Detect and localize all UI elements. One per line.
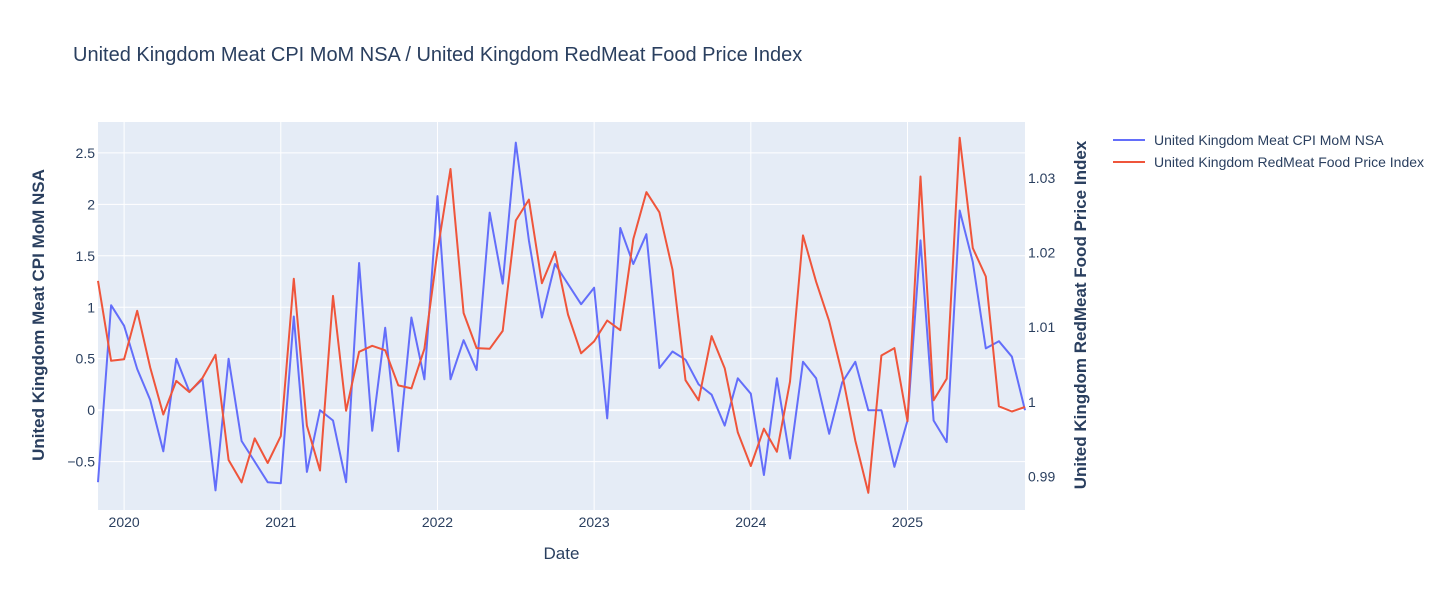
y-tick-labels: 2.5 2 1.5 1 0.5 0 −0.5	[67, 145, 95, 470]
legend-label-redmeat-index: United Kingdom RedMeat Food Price Index	[1154, 154, 1424, 170]
legend-item-redmeat-index[interactable]: United Kingdom RedMeat Food Price Index	[1113, 154, 1424, 170]
y2-tick-label: 1.02	[1028, 245, 1055, 261]
y2-tick-label: 1	[1028, 394, 1036, 410]
legend-item-meat-cpi[interactable]: United Kingdom Meat CPI MoM NSA	[1113, 132, 1384, 148]
y-tick-label: 1.5	[76, 248, 96, 264]
y2-tick-label: 1.01	[1028, 319, 1055, 335]
y-tick-label: 0	[87, 402, 95, 418]
x-gridlines	[123, 122, 908, 510]
y-tick-label: 2	[87, 196, 95, 212]
x-tick-label: 2021	[265, 514, 296, 530]
x-tick-label: 2023	[579, 514, 610, 530]
x-tick-labels: 2020 2021 2022 2023 2024 2025	[109, 514, 924, 530]
legend: United Kingdom Meat CPI MoM NSA United K…	[1113, 132, 1424, 170]
y2-tick-label: 0.99	[1028, 468, 1055, 484]
series-lines	[97, 136, 1026, 494]
x-tick-label: 2025	[892, 514, 923, 530]
y-tick-label: 1	[87, 299, 95, 315]
y2-tick-label: 1.03	[1028, 170, 1055, 186]
y-axis-title: United Kingdom Meat CPI MoM NSA	[29, 169, 48, 461]
y-tick-label: −0.5	[67, 454, 95, 470]
legend-label-meat-cpi: United Kingdom Meat CPI MoM NSA	[1154, 132, 1384, 148]
y2-axis-title: United Kingdom RedMeat Food Price Index	[1071, 140, 1090, 489]
y-tick-label: 2.5	[76, 145, 96, 161]
x-tick-label: 2020	[109, 514, 140, 530]
plot-area	[98, 122, 1025, 510]
y-tick-label: 0.5	[76, 351, 96, 367]
x-tick-label: 2022	[422, 514, 453, 530]
x-tick-label: 2024	[735, 514, 766, 530]
x-axis-title: Date	[544, 544, 580, 563]
series-line-1	[97, 136, 1026, 494]
y2-tick-labels: 1.03 1.02 1.01 1 0.99	[1028, 170, 1055, 484]
chart-title: United Kingdom Meat CPI MoM NSA / United…	[73, 44, 802, 66]
